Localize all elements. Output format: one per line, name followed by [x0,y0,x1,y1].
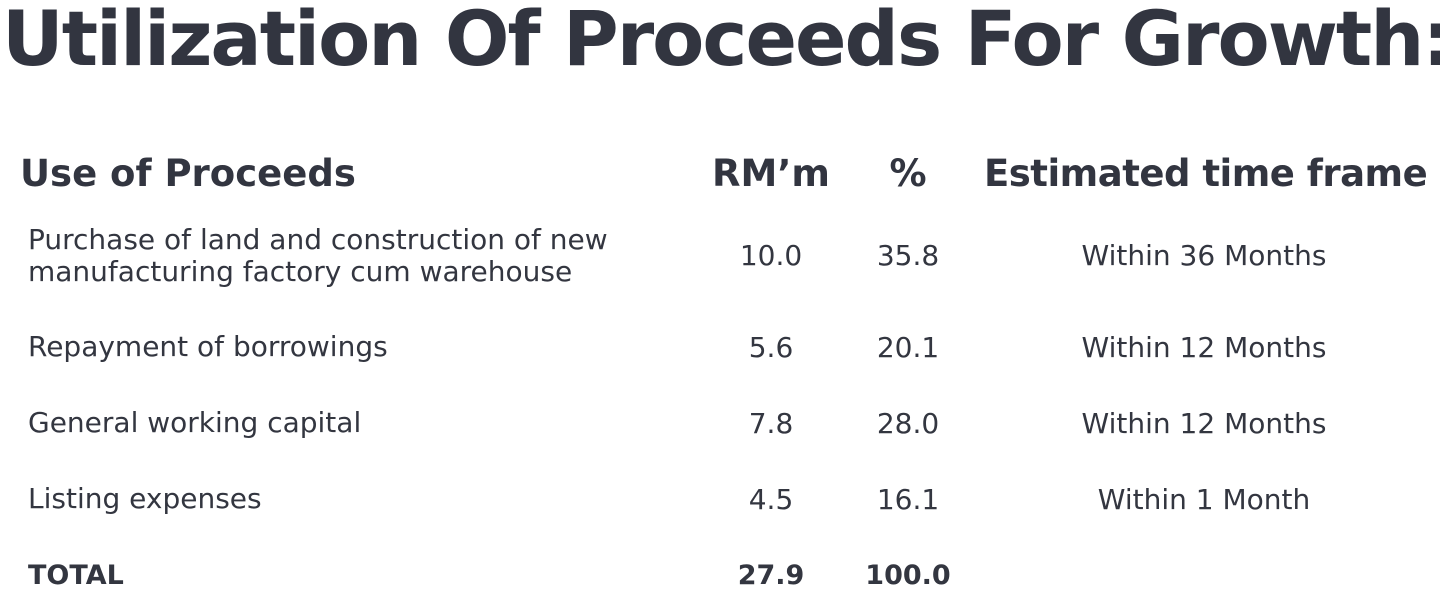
row-use-line-2: manufacturing factory cum warehouse [28,255,573,288]
row-time-frame: Within 12 Months [1081,407,1327,440]
row-use-line-1: Purchase of land and construction of new [28,223,608,256]
row-rm-value: 4.5 [748,483,794,516]
header-estimated-time-frame: Estimated time frame [984,152,1428,195]
row-use-of-proceeds: Listing expenses [28,482,262,515]
header-percent: % [889,152,927,195]
row-use-of-proceeds: General working capital [28,406,362,439]
row-use-of-proceeds: Repayment of borrowings [28,330,388,363]
row-time-frame: Within 12 Months [1081,331,1327,364]
row-percent-value: 20.1 [876,331,940,364]
total-rm-value: 27.9 [737,560,805,591]
page-title: Utilization Of Proceeds For Growth: [2,0,1440,83]
row-rm-value: 7.8 [748,407,794,440]
header-rm-million: RM’m [712,152,830,195]
total-percent-value: 100.0 [865,560,951,591]
total-label: TOTAL [28,560,124,591]
row-percent-value: 35.8 [876,239,940,272]
row-use-of-proceeds: Purchase of land and construction of new… [28,224,688,288]
row-percent-value: 16.1 [876,483,940,516]
row-rm-value: 10.0 [739,239,803,272]
row-rm-value: 5.6 [748,331,794,364]
row-time-frame: Within 36 Months [1081,239,1327,272]
row-percent-value: 28.0 [876,407,940,440]
header-use-of-proceeds: Use of Proceeds [20,152,356,195]
row-time-frame: Within 1 Month [1097,483,1311,516]
